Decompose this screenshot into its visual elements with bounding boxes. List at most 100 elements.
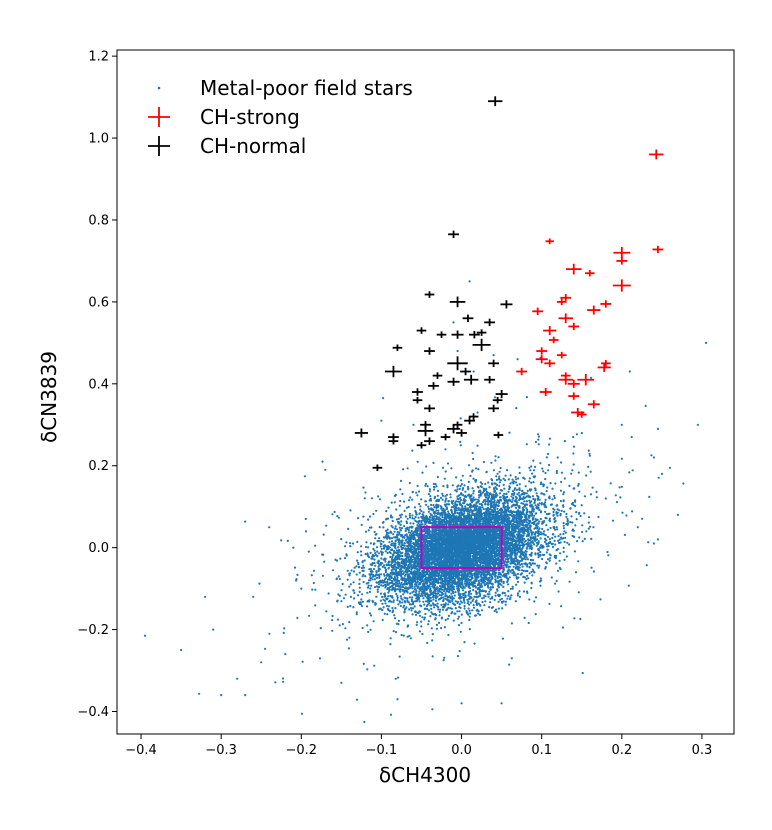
field-star-point — [390, 537, 394, 540]
field-star-point — [525, 495, 528, 498]
field-star-point — [360, 598, 363, 601]
field-star-point — [441, 492, 444, 495]
field-star-point — [362, 662, 365, 666]
field-star-point — [327, 592, 330, 595]
field-star-point — [281, 677, 285, 680]
field-star-point — [378, 526, 381, 529]
field-star-point — [458, 650, 461, 653]
field-star-point — [411, 613, 414, 616]
field-star-point — [321, 460, 324, 463]
field-star-point — [406, 597, 409, 600]
field-star-point — [437, 509, 440, 512]
field-star-point — [440, 627, 443, 630]
field-star-point — [336, 600, 339, 603]
field-star-point — [348, 585, 351, 588]
field-star-point — [369, 587, 372, 590]
field-star-point — [580, 504, 583, 507]
field-star-point — [558, 509, 561, 512]
field-star-point — [497, 456, 500, 459]
field-star-point — [404, 597, 407, 600]
field-star-point — [373, 530, 376, 534]
field-star-point — [399, 604, 402, 608]
field-star-point — [368, 515, 372, 518]
field-star-point — [530, 570, 533, 573]
field-star-point — [615, 501, 619, 504]
field-star-point — [406, 517, 409, 520]
field-star-point — [401, 554, 404, 558]
field-star-point — [401, 588, 404, 592]
field-star-point — [424, 503, 428, 506]
field-star-point — [518, 487, 521, 490]
field-star-point — [563, 558, 566, 561]
field-star-point — [382, 584, 385, 587]
field-star-point — [428, 580, 431, 583]
field-star-point — [569, 521, 572, 524]
field-star-point — [471, 599, 474, 603]
field-star-point — [303, 475, 306, 478]
field-star-point — [420, 625, 423, 628]
field-star-point — [361, 593, 364, 596]
field-star-point — [560, 509, 563, 512]
field-star-point — [432, 482, 435, 485]
field-star-point — [454, 607, 457, 610]
field-star-point — [408, 526, 411, 529]
field-star-point — [422, 518, 425, 521]
field-star-point — [441, 494, 445, 497]
field-star-point — [511, 587, 514, 590]
field-star-point — [517, 491, 521, 494]
field-star-point — [572, 435, 575, 439]
field-star-point — [620, 485, 624, 488]
field-star-point — [472, 489, 475, 493]
field-star-point — [553, 539, 556, 543]
field-star-point — [477, 579, 480, 583]
field-star-point — [457, 500, 460, 503]
field-star-point — [433, 506, 436, 509]
field-star-point — [487, 595, 490, 598]
field-star-point — [381, 521, 384, 524]
field-star-point — [574, 524, 577, 527]
field-star-point — [466, 602, 469, 605]
field-star-point — [522, 496, 525, 499]
field-star-point — [502, 564, 505, 567]
field-star-point — [527, 495, 531, 498]
field-star-point — [403, 610, 406, 613]
field-star-point — [516, 580, 520, 584]
field-star-point — [499, 496, 502, 499]
field-star-point — [444, 618, 447, 622]
field-star-point — [422, 597, 425, 600]
field-star-point — [426, 641, 429, 645]
field-star-point — [304, 530, 308, 533]
field-star-point — [573, 535, 576, 539]
field-star-point — [621, 511, 624, 514]
field-star-point — [386, 613, 389, 616]
field-star-point — [455, 500, 458, 503]
field-star-point — [402, 593, 405, 596]
field-star-point — [463, 641, 466, 644]
field-star-point — [454, 575, 457, 578]
field-star-point — [574, 571, 578, 574]
field-star-point — [509, 562, 512, 565]
field-star-point — [435, 623, 438, 627]
field-star-point — [523, 500, 526, 503]
field-star-point — [521, 489, 524, 492]
field-star-point — [481, 482, 484, 485]
field-star-point — [331, 614, 334, 618]
field-star-point — [581, 671, 584, 675]
field-star-point — [565, 555, 568, 558]
field-star-point — [572, 445, 576, 448]
field-star-point — [484, 503, 487, 506]
field-star-point — [366, 605, 369, 608]
field-star-point — [459, 417, 462, 420]
field-star-point — [379, 542, 382, 545]
field-star-point — [463, 605, 466, 608]
field-star-point — [551, 545, 555, 549]
field-star-point — [370, 573, 373, 576]
field-star-point — [558, 559, 561, 562]
field-star-point — [579, 514, 582, 518]
field-star-point — [562, 532, 565, 536]
field-star-point — [380, 584, 383, 587]
field-star-point — [376, 590, 379, 594]
field-star-point — [436, 602, 439, 605]
field-star-point — [387, 506, 390, 509]
